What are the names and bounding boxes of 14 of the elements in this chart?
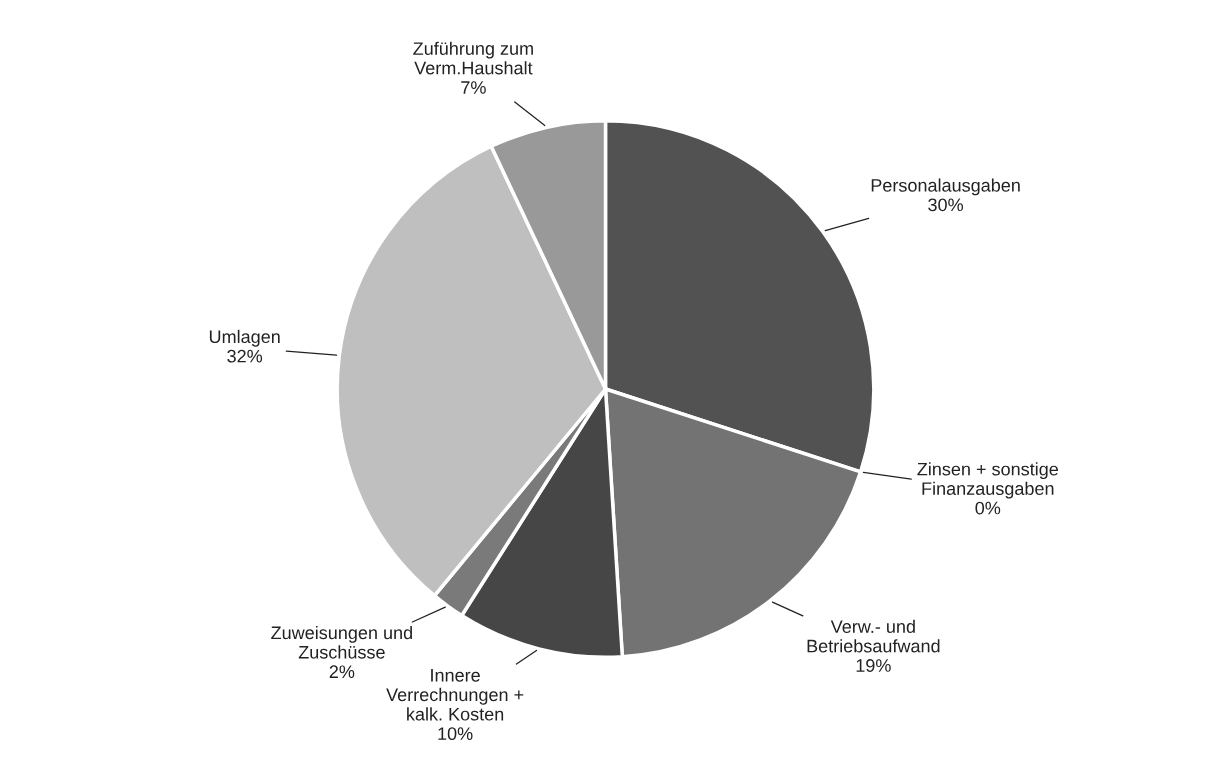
- slice-label: Verw.- und Betriebsaufwand: [807, 619, 940, 653]
- slice-label: Zuweisungen und Zuschüsse: [271, 625, 412, 659]
- data-label: 19%: [856, 659, 891, 672]
- data-label: 32%: [227, 349, 263, 363]
- data-label: 7%: [461, 81, 486, 94]
- data-label: 10%: [438, 727, 473, 741]
- slice-label: Innere Verrechnungen + kalk. Kosten: [386, 669, 524, 721]
- legend-label: Zinsen + sonstige Finanzausgaben: [917, 462, 1058, 499]
- slice-label: Umlagen: [209, 329, 280, 347]
- data-label: 2%: [329, 665, 355, 679]
- text: 0%: [975, 501, 1001, 515]
- slice-label: Zuführung zum Verm.Haushalt: [413, 41, 533, 75]
- slice-label: Personalausgaben: [871, 178, 1020, 196]
- data-label: 30%: [928, 198, 963, 212]
